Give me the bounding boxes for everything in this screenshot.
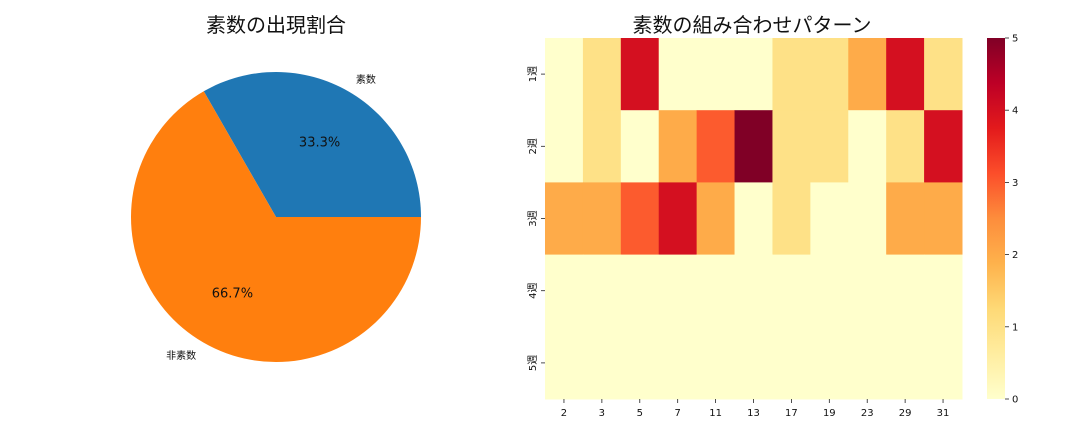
heatmap-cell <box>620 326 660 400</box>
pie-chart-title: 素数の出現割合 <box>206 13 346 37</box>
pie-slice-label: 非素数 <box>166 349 196 362</box>
x-tick-label: 23 <box>861 408 874 419</box>
y-tick-label: 2週 <box>527 138 539 154</box>
colorbar-gradient <box>987 38 1005 399</box>
heatmap-cell <box>658 38 698 111</box>
heatmap-cell <box>545 254 584 328</box>
pie-slice <box>131 91 421 362</box>
heatmap-cell <box>620 182 660 256</box>
x-tick-label: 13 <box>747 408 760 419</box>
x-tick-label: 5 <box>637 408 643 419</box>
heatmap-cell <box>810 38 849 111</box>
heatmap-cell <box>924 254 963 328</box>
heatmap-cell <box>772 38 811 111</box>
heatmap-cell <box>696 182 736 256</box>
heatmap-cell <box>772 110 811 183</box>
heatmap-cell <box>545 110 584 183</box>
heatmap-cell <box>582 110 622 183</box>
heatmap-cell <box>924 326 963 400</box>
heatmap-cell <box>545 326 584 400</box>
y-tick-label: 5週 <box>527 355 539 371</box>
heatmap-cell <box>848 38 887 111</box>
heatmap-cell <box>924 182 963 256</box>
colorbar-tick-label: 5 <box>1012 34 1018 45</box>
heatmap-cell <box>658 254 698 328</box>
heatmap-cell <box>848 110 887 183</box>
heatmap-cell <box>886 254 925 328</box>
heatmap-cell <box>620 110 660 183</box>
colorbar-tick-label: 4 <box>1012 106 1018 117</box>
heatmap-cell <box>582 254 622 328</box>
heatmap-cell <box>696 254 736 328</box>
x-tick-label: 19 <box>823 408 836 419</box>
x-tick-label: 17 <box>785 408 798 419</box>
x-tick-label: 11 <box>709 408 722 419</box>
y-tick-label: 4週 <box>527 283 539 299</box>
heatmap-cell <box>545 182 584 256</box>
heatmap-cell <box>924 110 963 183</box>
heatmap-cell <box>696 110 736 183</box>
heatmap-cell <box>696 326 736 400</box>
heatmap-cell <box>810 254 849 328</box>
heatmap-cell <box>810 110 849 183</box>
x-tick-label: 3 <box>599 408 605 419</box>
heatmap-cell <box>772 182 811 256</box>
x-tick-label: 29 <box>899 408 912 419</box>
colorbar-tick-label: 0 <box>1012 395 1018 406</box>
heatmap-cell <box>582 182 622 256</box>
x-tick-label: 7 <box>674 408 680 419</box>
heatmap-cell <box>772 326 811 400</box>
heatmap-cell <box>658 326 698 400</box>
pie-percent-label: 33.3% <box>299 136 340 151</box>
heatmap-cell <box>582 38 622 111</box>
heatmap-title: 素数の組み合わせパターン <box>633 13 872 37</box>
heatmap-cell <box>582 326 622 400</box>
heatmap-cell <box>658 182 698 256</box>
colorbar: 0 1 2 3 4 5 <box>987 34 1018 406</box>
heatmap-cell <box>810 182 849 256</box>
heatmap-cell <box>696 38 736 111</box>
heatmap-cell <box>924 38 963 111</box>
colorbar-tick-label: 2 <box>1012 250 1018 261</box>
heatmap-cell <box>772 254 811 328</box>
colorbar-tick-label: 1 <box>1012 322 1018 333</box>
heatmap-cell <box>848 326 887 400</box>
heatmap-cell <box>886 110 925 183</box>
heatmap-cell <box>620 254 660 328</box>
heatmap-cell <box>886 326 925 400</box>
heatmap-cell <box>734 254 773 328</box>
heatmap-cell <box>734 38 773 111</box>
heatmap-cell <box>620 38 660 111</box>
heatmap-cell <box>848 254 887 328</box>
heatmap-cell <box>886 182 925 256</box>
heatmap-cell <box>734 110 773 183</box>
pie-percent-label: 66.7% <box>212 286 253 301</box>
y-tick-label: 3週 <box>527 210 539 226</box>
heatmap-cell <box>658 110 698 183</box>
pie-slice-label: 素数 <box>356 73 376 86</box>
heatmap-cell <box>734 326 773 400</box>
colorbar-tick-label: 3 <box>1012 178 1018 189</box>
heatmap-cell <box>734 182 773 256</box>
y-tick-label: 1週 <box>527 66 539 82</box>
heatmap-cell <box>810 326 849 400</box>
x-tick-label: 31 <box>937 408 950 419</box>
pie-slice <box>203 71 421 217</box>
pie-chart: 素数 33.3% 非素数 66.7% <box>131 71 421 362</box>
heatmap-cell <box>848 182 887 256</box>
heatmap-cell <box>545 38 584 111</box>
x-tick-label: 2 <box>561 408 567 419</box>
heatmap-cell <box>886 38 925 111</box>
